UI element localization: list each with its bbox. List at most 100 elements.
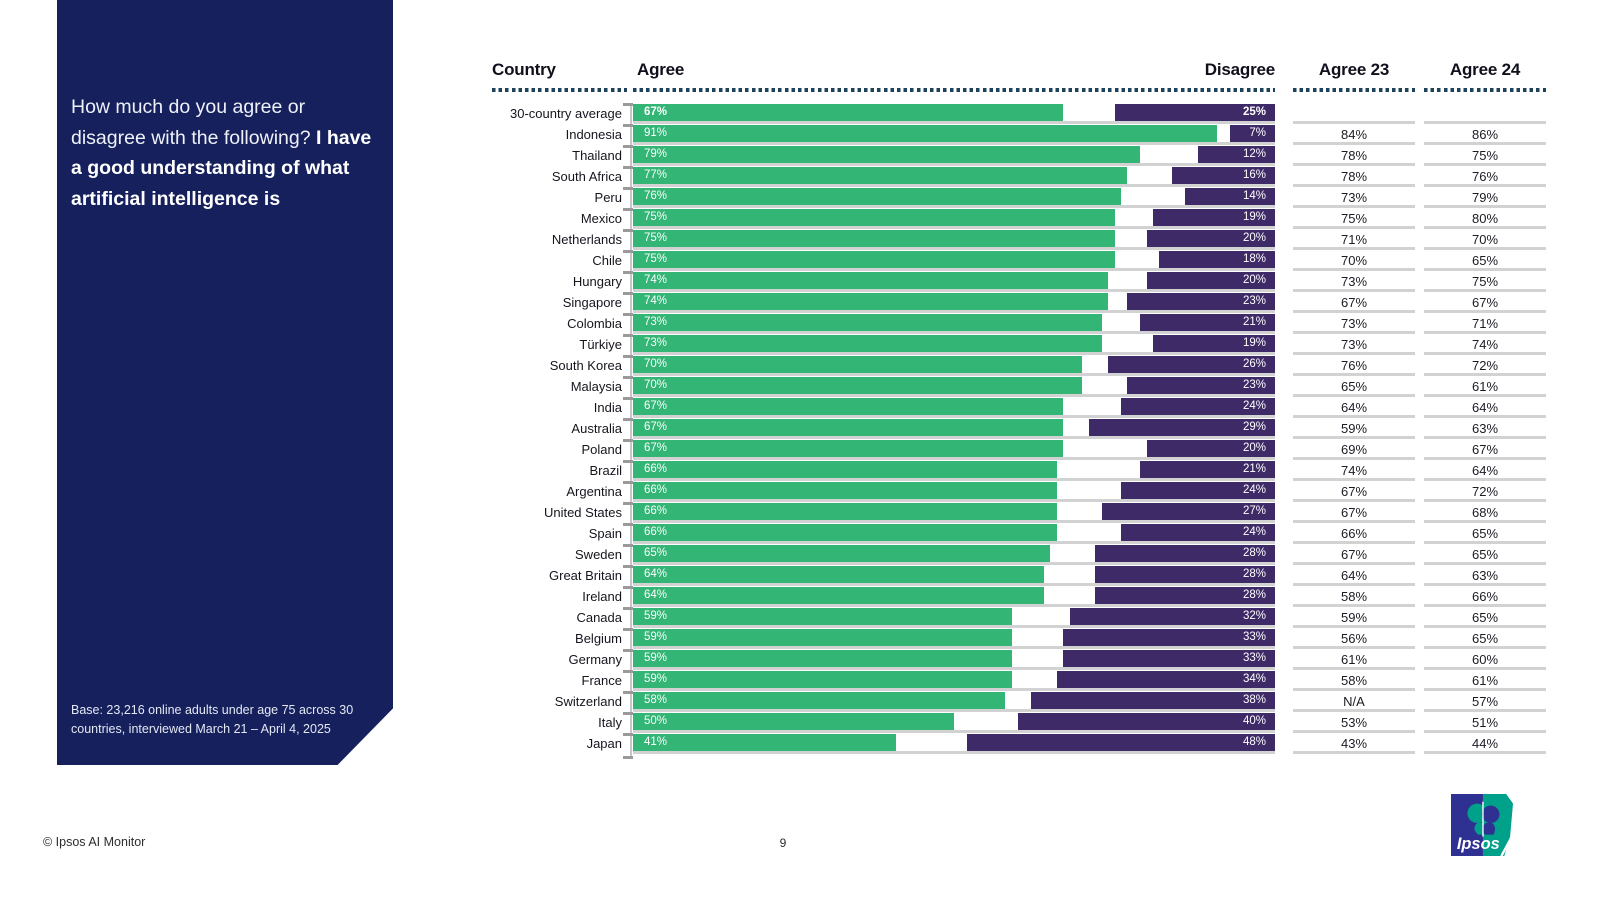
column-header-disagree: Disagree [1204, 60, 1275, 79]
agree-bar: 64% [633, 587, 1044, 604]
axis-tick [623, 607, 633, 610]
chart-row: 30-country average 67% 25% [0, 103, 1600, 125]
agree24-underline [1424, 520, 1546, 523]
copyright-text: © Ipsos AI Monitor [43, 835, 146, 849]
agree23-underline [1293, 226, 1415, 229]
agree24-underline [1424, 373, 1546, 376]
agree24-underline [1424, 541, 1546, 544]
agree24-value: 72% [1471, 358, 1499, 373]
disagree-bar: 27% [1101, 503, 1275, 520]
chart-row: India 67% 24% 64% 64% [0, 397, 1600, 419]
row-underline [633, 331, 1275, 334]
row-underline [633, 478, 1275, 481]
disagree-bar: 38% [1031, 692, 1275, 709]
axis-tick [623, 271, 633, 274]
agree-bar: 67% [633, 419, 1064, 436]
agree23-underline [1293, 163, 1415, 166]
ipsos-logo-text: Ipsos [1457, 835, 1500, 853]
country-label: India [593, 400, 622, 415]
agree23-value: 73% [1340, 316, 1368, 331]
agree-bar: 59% [633, 650, 1012, 667]
axis-tick [623, 712, 633, 715]
agree23-underline [1293, 142, 1415, 145]
row-underline [633, 226, 1275, 229]
country-label: Chile [592, 253, 622, 268]
row-underline [633, 205, 1275, 208]
agree24-underline [1424, 667, 1546, 670]
question-panel: How much do you agree or disagree with t… [57, 0, 393, 765]
agree-bar: 59% [633, 629, 1012, 646]
agree24-value: 65% [1471, 526, 1499, 541]
agree24-underline [1424, 583, 1546, 586]
agree23-underline [1293, 604, 1415, 607]
bar-pair: 73% 19% [623, 334, 1275, 356]
agree-bar: 70% [633, 356, 1083, 373]
row-underline [633, 268, 1275, 271]
disagree-bar: 28% [1095, 545, 1275, 562]
column-header-agree23: Agree 23 [1318, 60, 1390, 79]
row-underline [633, 730, 1275, 733]
bar-pair: 75% 18% [623, 250, 1275, 272]
chart-row: Malaysia 70% 23% 65% 61% [0, 376, 1600, 398]
chart-row: United States 66% 27% 67% 68% [0, 502, 1600, 524]
bar-pair: 75% 20% [623, 229, 1275, 251]
chart-rows: 30-country average 67% 25% Indonesia 91%… [0, 103, 1600, 755]
agree23-value: 65% [1340, 379, 1368, 394]
agree24-underline [1424, 415, 1546, 418]
agree23-underline [1293, 436, 1415, 439]
agree23-value: 67% [1340, 484, 1368, 499]
agree24-underline [1424, 121, 1546, 124]
bar-pair: 59% 32% [623, 607, 1275, 629]
disagree-bar: 7% [1230, 125, 1275, 142]
axis-tick [623, 460, 633, 463]
disagree-bar: 20% [1146, 440, 1275, 457]
chart-row: Italy 50% 40% 53% 51% [0, 712, 1600, 734]
chart-row: Sweden 65% 28% 67% 65% [0, 544, 1600, 566]
agree23-underline [1293, 289, 1415, 292]
disagree-bar: 20% [1146, 272, 1275, 289]
agree23-underline [1293, 352, 1415, 355]
agree23-underline [1293, 268, 1415, 271]
agree24-value: 79% [1471, 190, 1499, 205]
chart-row: Brazil 66% 21% 74% 64% [0, 460, 1600, 482]
bar-pair: 67% 25% [623, 103, 1275, 125]
country-label: Singapore [562, 295, 622, 310]
bar-pair: 67% 20% [623, 439, 1275, 461]
axis-tick [623, 691, 633, 694]
agree24-value: 71% [1471, 316, 1499, 331]
agree23-underline [1293, 583, 1415, 586]
agree24-underline [1424, 688, 1546, 691]
agree-bar: 66% [633, 482, 1057, 499]
axis-tick [623, 187, 633, 190]
column-header-country: Country [492, 60, 556, 79]
agree24-value: 61% [1471, 379, 1499, 394]
disagree-bar: 25% [1114, 104, 1275, 121]
chart-row: Türkiye 73% 19% 73% 74% [0, 334, 1600, 356]
disagree-bar: 32% [1069, 608, 1275, 625]
row-underline [633, 646, 1275, 649]
agree23-underline [1293, 247, 1415, 250]
base-note: Base: 23,216 online adults under age 75 … [71, 703, 354, 736]
axis-tick [623, 103, 633, 106]
agree-bar: 74% [633, 293, 1109, 310]
agree23-underline [1293, 121, 1415, 124]
bar-pair: 66% 24% [623, 481, 1275, 503]
agree-bar: 67% [633, 104, 1064, 121]
agree24-value: 75% [1471, 274, 1499, 289]
country-label: Malaysia [570, 379, 622, 394]
agree24-underline [1424, 709, 1546, 712]
agree24-underline [1424, 646, 1546, 649]
axis-tick [623, 397, 633, 400]
row-underline [633, 457, 1275, 460]
disagree-bar: 16% [1172, 167, 1275, 184]
disagree-bar: 24% [1120, 524, 1275, 541]
axis-tick [623, 565, 633, 568]
agree23-underline [1293, 499, 1415, 502]
row-underline [633, 562, 1275, 565]
disagree-bar: 40% [1018, 713, 1275, 730]
agree24-value: 64% [1471, 400, 1499, 415]
disagree-bar: 48% [966, 734, 1275, 751]
disagree-bar: 23% [1127, 293, 1275, 310]
dotted-rule-country [492, 88, 627, 92]
row-underline [633, 709, 1275, 712]
